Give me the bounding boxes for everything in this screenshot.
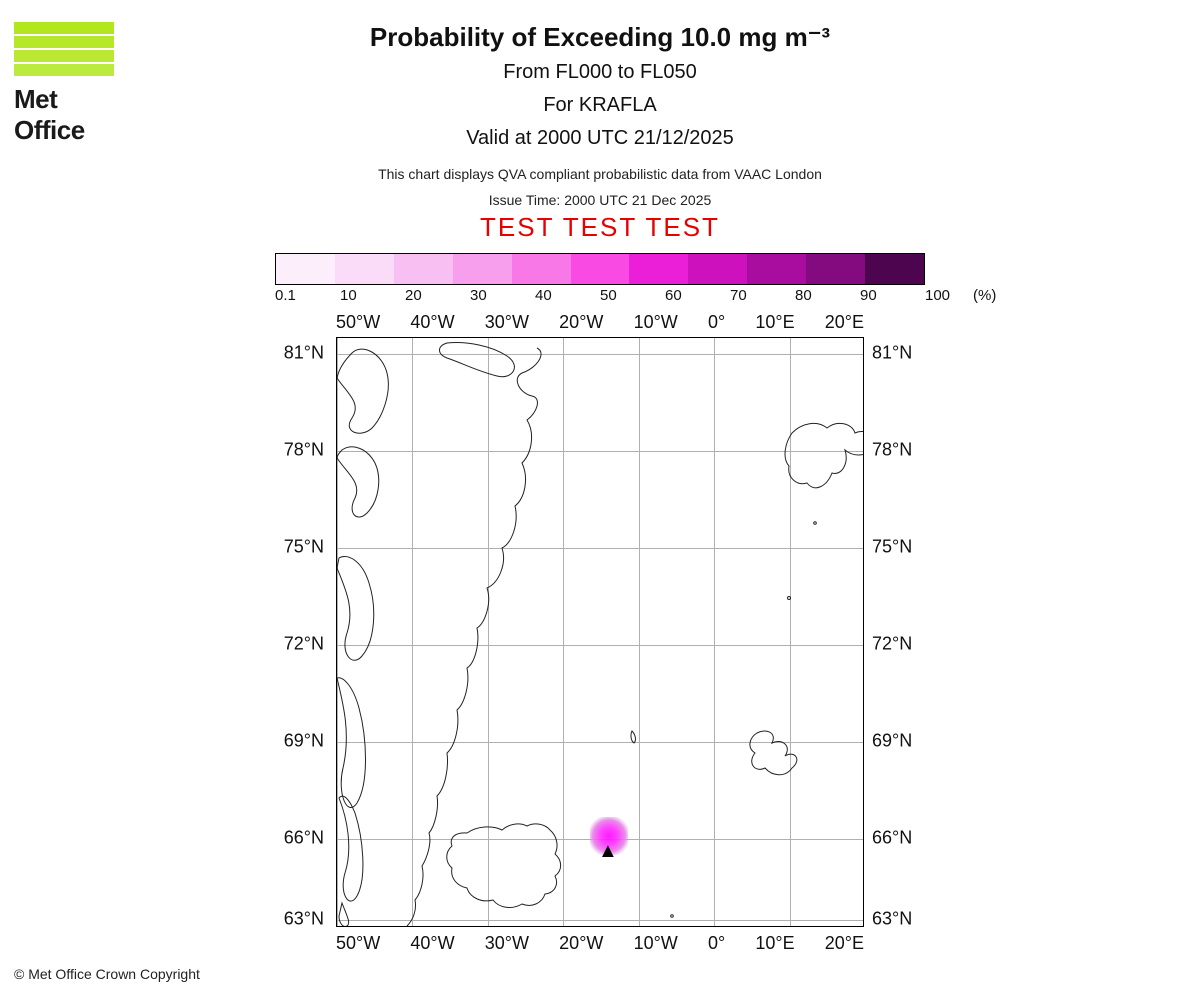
lat-label-right: 69°N <box>872 731 912 752</box>
header-section: Probability of Exceeding 10.0 mg m⁻³ Fro… <box>0 0 1200 243</box>
map-container[interactable]: ▲ 81°N 78°N 75°N 72°N 69°N 66°N 63°N 81°… <box>336 337 864 927</box>
lon-tick-bottom: 20°E <box>825 933 864 954</box>
lat-label-right: 66°N <box>872 828 912 849</box>
lon-axis-top: 50°W 40°W 30°W 20°W 10°W 0° 10°E 20°E <box>336 312 864 333</box>
lon-tick-bottom: 50°W <box>336 933 380 954</box>
colorbar-gradient <box>275 253 925 285</box>
lat-label-left: 81°N <box>284 343 324 364</box>
test-banner: TEST TEST TEST <box>0 212 1200 243</box>
lon-tick-top: 40°W <box>410 312 454 333</box>
lon-tick-bottom: 20°W <box>559 933 603 954</box>
subtitle-line-2: For KRAFLA <box>0 92 1200 119</box>
copyright-footer: © Met Office Crown Copyright <box>14 966 200 982</box>
ash-probability-marker[interactable]: ▲ <box>596 835 622 861</box>
lon-tick-top: 0° <box>708 312 725 333</box>
lon-tick-bottom: 10°W <box>634 933 678 954</box>
colorbar-section: 0.1 10 20 30 40 50 60 70 80 90 100 (%) <box>275 253 925 304</box>
lon-tick-top: 30°W <box>485 312 529 333</box>
logo-stripes-icon <box>14 20 114 80</box>
lon-tick-top: 10°E <box>755 312 794 333</box>
lat-label-right: 78°N <box>872 440 912 461</box>
lat-label-right: 81°N <box>872 343 912 364</box>
lon-tick-top: 20°E <box>825 312 864 333</box>
page-title: Probability of Exceeding 10.0 mg m⁻³ <box>0 22 1200 53</box>
lon-tick-top: 10°W <box>634 312 678 333</box>
lat-label-right: 63°N <box>872 909 912 930</box>
lon-tick-bottom: 40°W <box>410 933 454 954</box>
volcano-site-icon: ▲ <box>598 841 618 861</box>
colorbar-ticks: 0.1 10 20 30 40 50 60 70 80 90 100 (%) <box>275 287 925 304</box>
lat-label-left: 75°N <box>284 537 324 558</box>
lon-tick-bottom: 0° <box>708 933 725 954</box>
lon-tick-top: 20°W <box>559 312 603 333</box>
lat-label-left: 78°N <box>284 440 324 461</box>
met-office-logo: Met Office <box>14 20 124 146</box>
lat-label-right: 72°N <box>872 634 912 655</box>
lat-label-left: 72°N <box>284 634 324 655</box>
lon-tick-top: 50°W <box>336 312 380 333</box>
lat-label-left: 66°N <box>284 828 324 849</box>
map-plot-area[interactable]: ▲ <box>336 337 864 927</box>
logo-text: Met Office <box>14 84 124 146</box>
issue-time: Issue Time: 2000 UTC 21 Dec 2025 <box>0 192 1200 208</box>
lon-tick-bottom: 30°W <box>485 933 529 954</box>
subtitle-line-3: Valid at 2000 UTC 21/12/2025 <box>0 125 1200 152</box>
lon-axis-bottom: 50°W 40°W 30°W 20°W 10°W 0° 10°E 20°E <box>336 933 864 954</box>
subtitle-line-1: From FL000 to FL050 <box>0 59 1200 86</box>
lat-label-left: 69°N <box>284 731 324 752</box>
lat-label-right: 75°N <box>872 537 912 558</box>
qva-note: This chart displays QVA compliant probab… <box>0 166 1200 182</box>
lon-tick-bottom: 10°E <box>755 933 794 954</box>
lat-label-left: 63°N <box>284 909 324 930</box>
